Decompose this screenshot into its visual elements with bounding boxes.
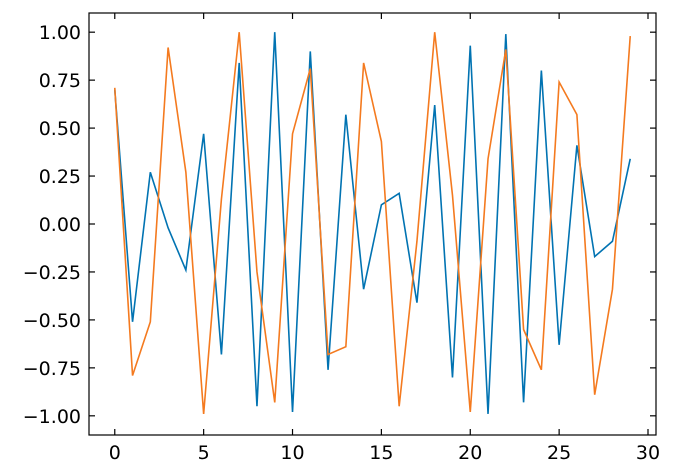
series-line-2 [113,32,632,414]
x-tick-label: 10 [280,442,304,464]
y-tick-label: 0.25 [39,166,81,188]
plot-frame [88,12,657,436]
y-tick-label: −1.00 [23,406,81,428]
tick-layer: 0 5 10 15 20 25 30 1.00 0.75 0.50 0.25 0.00 −0.25 −0.… [23,13,660,464]
series-line-1 [113,32,632,414]
y-tick-label: 0.00 [39,214,81,236]
x-tick-label: 15 [369,442,393,464]
y-tick-label: −0.50 [23,310,81,332]
y-tick-label: 0.75 [39,70,81,92]
y-tick-label: −0.75 [23,358,81,380]
y-tick-label: −0.25 [23,262,81,284]
y-tick-label: 1.00 [39,22,81,44]
plot-area [89,13,656,435]
y-tick-label: 0.50 [39,118,81,140]
x-tick-label: 0 [109,442,121,464]
x-tick-label: 30 [636,442,660,464]
x-tick-label: 5 [198,442,210,464]
series-layer [113,32,632,414]
x-tick-label: 20 [458,442,482,464]
x-tick-label: 25 [547,442,571,464]
